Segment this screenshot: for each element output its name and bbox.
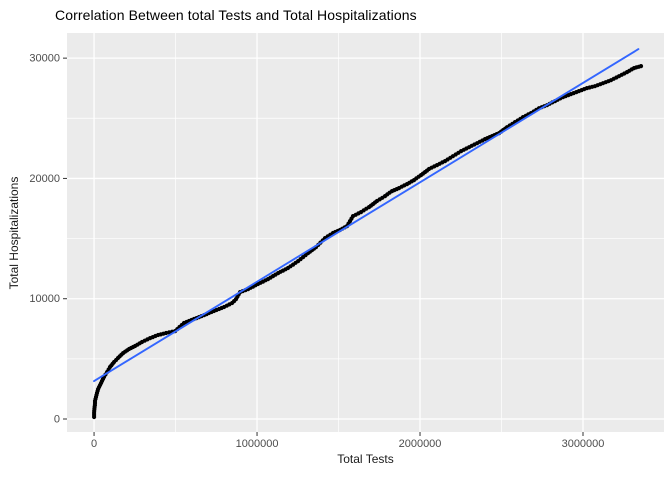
x-axis-ticks: 0 1000000 2000000 3000000 — [91, 432, 604, 450]
chart-title: Correlation Between total Tests and Tota… — [55, 7, 417, 23]
y-axis-ticks: 0 10000 20000 30000 — [29, 53, 67, 426]
x-tick-label: 0 — [91, 438, 97, 450]
trend-line — [93, 48, 640, 383]
y-axis-title: Total Hospitalizations — [7, 176, 21, 290]
major-gridlines — [67, 33, 664, 432]
x-tick-label: 1000000 — [236, 438, 279, 450]
y-tick-label: 30000 — [29, 53, 60, 65]
data-point — [638, 64, 644, 69]
y-tick-label: 10000 — [29, 293, 60, 305]
x-tick-label: 2000000 — [399, 438, 442, 450]
y-tick-label: 20000 — [29, 173, 60, 185]
x-tick-label: 3000000 — [562, 438, 605, 450]
y-tick-label: 0 — [54, 414, 60, 426]
plot-panel — [67, 33, 664, 432]
x-axis-title: Total Tests — [337, 452, 394, 466]
